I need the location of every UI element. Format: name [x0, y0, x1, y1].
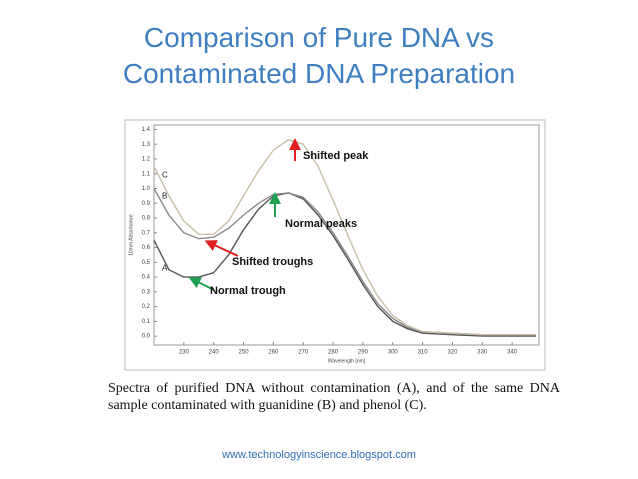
y-tick-label: 0.1 [142, 319, 151, 325]
plot-frame [153, 124, 540, 346]
x-tick-label: 290 [358, 350, 369, 356]
x-tick-label: 250 [239, 350, 250, 356]
x-axis-label: Wavelength [nm] [328, 358, 366, 364]
y-tick-label: 0.9 [142, 201, 151, 207]
source: www.technologyinscience.blogspot.com [222, 449, 416, 461]
y-tick-label: 1.3 [142, 142, 151, 148]
annotation: Shifted troughs [232, 256, 313, 268]
annotation: Normal peaks [285, 218, 357, 230]
y-tick-label: 0.0 [142, 334, 151, 340]
y-tick-label: 0.6 [142, 245, 151, 251]
x-tick-label: 280 [328, 350, 339, 356]
spectrum-line [153, 192, 536, 337]
x-tick-label: 230 [179, 350, 190, 356]
y-tick-label: 0.7 [142, 230, 151, 236]
annotation: Shifted peak [303, 150, 369, 162]
x-tick-label: 240 [209, 350, 220, 356]
y-tick-label: 1.1 [142, 171, 151, 177]
series-label: B [162, 192, 167, 201]
figure-frame [124, 119, 546, 371]
x-tick-label: 300 [388, 350, 399, 356]
annotation-arrow [188, 277, 215, 291]
annotation: Normal trough [210, 285, 286, 297]
y-tick-label: 0.5 [142, 260, 151, 266]
y-tick-label: 0.8 [142, 216, 151, 222]
title-line: Contaminated DNA Preparation [122, 58, 516, 89]
spectrum-line [153, 139, 536, 336]
y-tick-label: 0.2 [142, 304, 151, 310]
x-tick-label: 260 [268, 350, 279, 356]
series-label: C [162, 170, 168, 179]
x-tick-label: 310 [418, 350, 429, 356]
title-line: Comparison of Pure DNA vs [143, 22, 495, 53]
annotation-arrow [204, 240, 239, 257]
y-tick-label: 0.4 [142, 275, 151, 281]
y-tick-label: 0.3 [142, 289, 151, 295]
caption: Spectra of purified DNA without contamin… [108, 381, 560, 413]
x-tick-label: 320 [447, 350, 458, 356]
y-tick-label: 1.2 [142, 157, 151, 163]
x-tick-label: 270 [298, 350, 309, 356]
x-tick-label: 340 [507, 350, 518, 356]
y-axis-label: 10mm Absorbance [128, 214, 134, 256]
series-label: A [162, 263, 168, 272]
y-tick-label: 1.4 [142, 127, 151, 133]
x-tick-label: 330 [477, 350, 488, 356]
y-tick-label: 1.0 [142, 186, 151, 192]
